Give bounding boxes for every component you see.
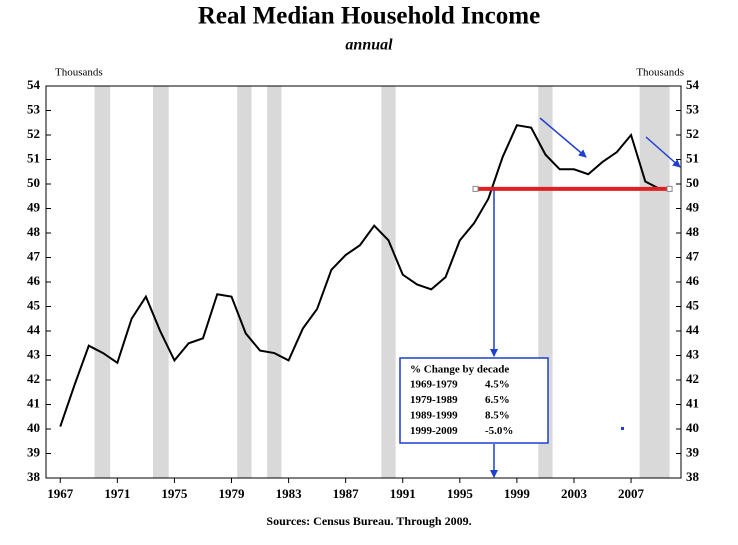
y2-tick-label: 45 — [686, 297, 700, 312]
annotation-title: % Change by decade — [410, 364, 509, 376]
x-tick-label: 1991 — [390, 486, 416, 501]
reference-end — [666, 185, 673, 192]
annotation-value: 4.5% — [485, 379, 510, 391]
x-tick-label: 1971 — [104, 486, 130, 501]
y-tick-label: 49 — [27, 199, 41, 214]
dot — [621, 427, 624, 430]
recession-band — [381, 86, 396, 478]
y-tick-label: 43 — [27, 346, 41, 361]
y2-tick-label: 53 — [686, 101, 700, 116]
arrow — [539, 117, 587, 158]
chart-title: Real Median Household Income — [198, 3, 540, 30]
x-tick-label: 1967 — [47, 486, 74, 501]
y2-axis-label: Thousands — [636, 67, 684, 79]
annotation-period: 1979-1989 — [410, 394, 458, 406]
plot-area: 38 38 39 39 40 40 41 41 42 42 43 43 44 44 45 45 46 46 47 47… — [27, 77, 700, 501]
y-tick-label: 45 — [27, 297, 41, 312]
chart-subtitle: annual — [345, 37, 393, 54]
annotation-value: 8.5% — [485, 410, 510, 422]
annotation-box — [399, 357, 549, 444]
y-axis-label: Thousands — [55, 67, 103, 79]
y-tick-label: 52 — [27, 126, 40, 141]
y2-tick-label: 43 — [686, 346, 700, 361]
annotation-period: 1969-1979 — [410, 379, 458, 391]
x-tick-label: 1987 — [333, 486, 360, 501]
annotation-period: 1999-2009 — [410, 425, 458, 437]
recession-band — [237, 86, 252, 478]
y2-tick-label: 38 — [686, 469, 700, 484]
annotation-period: 1989-1999 — [410, 410, 458, 422]
x-tick-label: 1983 — [276, 486, 303, 501]
x-tick-label: 1975 — [161, 486, 188, 501]
recession-band — [267, 86, 282, 478]
y-tick-label: 41 — [27, 395, 40, 410]
y-tick-label: 42 — [27, 371, 40, 386]
y-tick-label: 50 — [27, 175, 40, 190]
overlay: % Change by decade 1969-1979 4.5% 1979-1989… — [399, 117, 681, 478]
y2-tick-label: 42 — [686, 371, 699, 386]
x-tick-label: 1999 — [504, 486, 531, 501]
y-tick-label: 44 — [27, 322, 41, 337]
recession-band — [639, 86, 670, 478]
data-line — [59, 124, 661, 427]
y2-tick-label: 49 — [686, 199, 700, 214]
y2-tick-label: 39 — [686, 444, 700, 459]
y2-tick-label: 48 — [686, 224, 700, 239]
y2-tick-label: 54 — [686, 77, 700, 92]
y-tick-label: 53 — [27, 101, 41, 116]
y2-tick-label: 40 — [686, 420, 699, 435]
y-tick-label: 48 — [27, 224, 41, 239]
x-tick-label: 1979 — [219, 486, 246, 501]
y2-tick-label: 52 — [686, 126, 699, 141]
y-tick-label: 51 — [27, 150, 40, 165]
annotation-value: -5.0% — [485, 425, 513, 437]
annotation-value: 6.5% — [485, 394, 510, 406]
y2-tick-label: 47 — [686, 248, 700, 263]
source-note: Sources: Census Bureau. Through 2009. — [266, 514, 471, 528]
y-tick-label: 47 — [27, 248, 41, 263]
plot-frame — [45, 85, 682, 479]
recession-band — [153, 86, 169, 478]
recession-band — [94, 86, 111, 478]
y-tick-label: 46 — [27, 273, 41, 288]
y-tick-label: 38 — [27, 469, 41, 484]
y-tick-label: 40 — [27, 420, 40, 435]
x-tick-label: 2007 — [618, 486, 645, 501]
y2-tick-label: 41 — [686, 395, 699, 410]
y-tick-label: 54 — [27, 77, 41, 92]
y2-tick-label: 51 — [686, 150, 699, 165]
x-tick-label: 1995 — [447, 486, 474, 501]
y-tick-label: 39 — [27, 444, 41, 459]
reference-end — [472, 185, 479, 192]
x-tick-label: 2003 — [561, 486, 588, 501]
arrow — [645, 136, 681, 168]
y2-tick-label: 50 — [686, 175, 699, 190]
y2-tick-label: 44 — [686, 322, 700, 337]
y2-tick-label: 46 — [686, 273, 700, 288]
